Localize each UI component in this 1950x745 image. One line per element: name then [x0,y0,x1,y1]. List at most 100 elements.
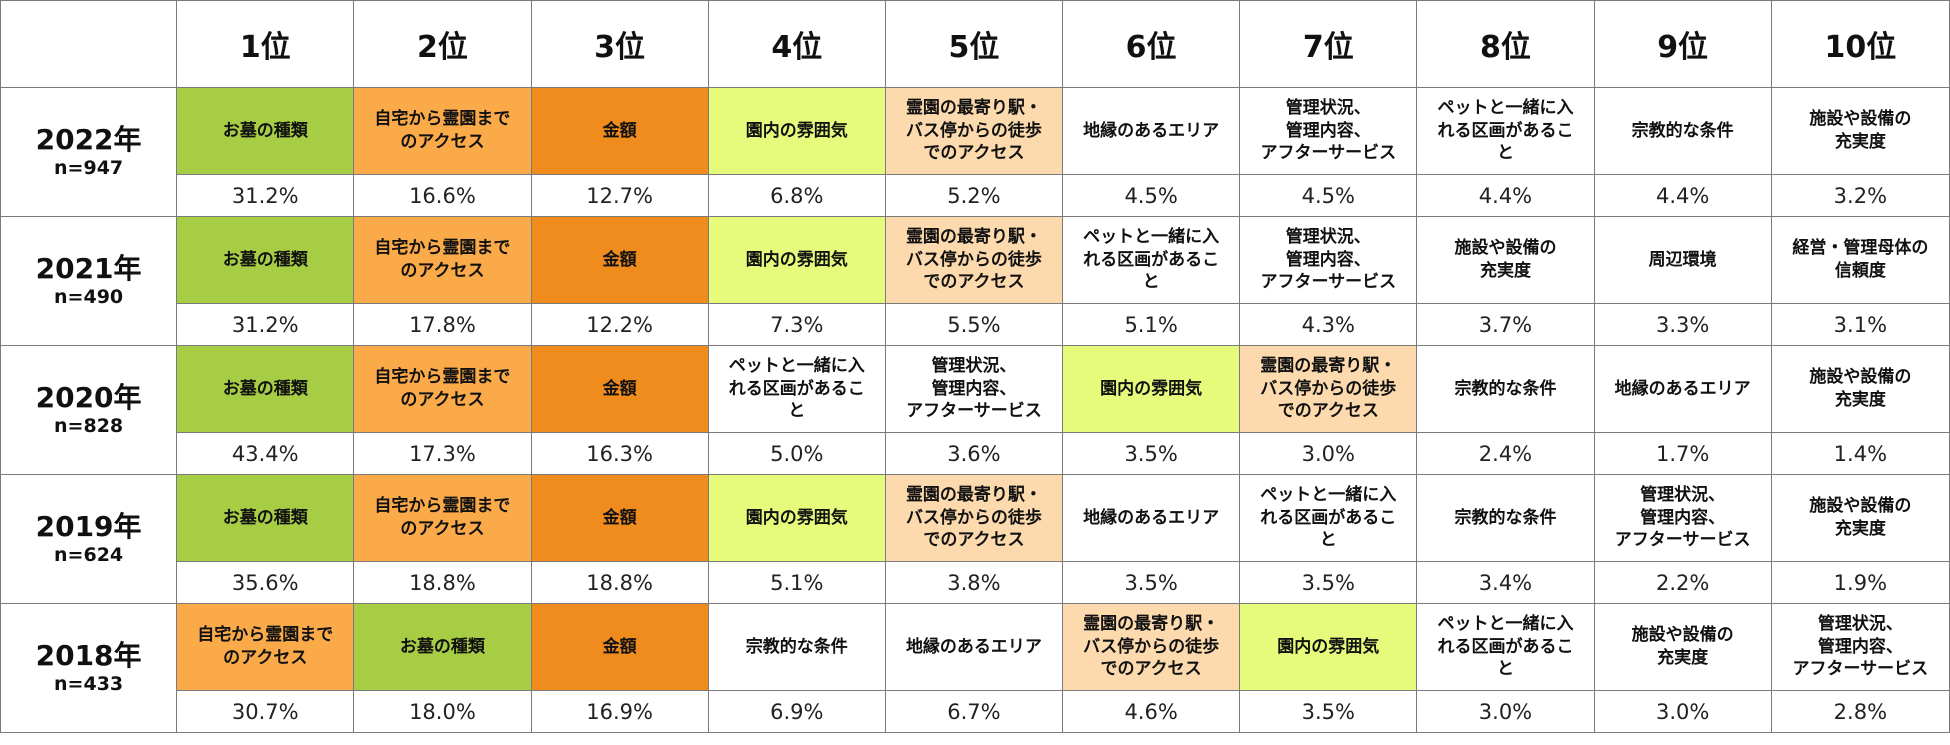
factor-cell: 管理状況、 管理内容、 アフターサービス [884,345,1064,433]
percent-row: 35.6% 18.8% 18.8% 5.1% 3.8% 3.5% 3.5% 3.4% 2.2% 1… [1,561,1950,604]
year-label: 2021年 [35,251,142,285]
factor-cell: 金額 [530,345,709,433]
percent-cell: 3.0% [1593,690,1772,733]
rank-header: 9位 [1593,0,1772,88]
factor-cell: お墓の種類 [353,603,532,691]
item-row: 2018年 n=433 自宅から霊園まで のアクセス お墓の種類 金額 宗教的な条件 地縁の… [0,603,1950,733]
factor-cell: 宗教的な条件 [1416,345,1595,433]
factor-cell: 地縁のあるエリア [1593,345,1772,433]
factor-cell: 金額 [530,216,709,304]
factor-cell: 自宅から霊園まで のアクセス [353,345,532,433]
percent-cell: 3.7% [1416,303,1595,346]
percent-cell: 5.5% [884,303,1064,346]
item-row: 2019年 n=624 お墓の種類 自宅から霊園まで のアクセス 金額 園内の雰囲気 霊園の… [0,474,1950,604]
sample-size: n=828 [54,415,124,438]
percent-row: 43.4% 17.3% 16.3% 5.0% 3.6% 3.5% 3.0% 2.4% 1.7% 1… [1,432,1950,475]
percent-cell: 4.4% [1416,174,1595,217]
percent-cell: 3.1% [1770,303,1950,346]
factor-cell: ペットと一緒に入 れる区画があるこ と [1062,216,1241,304]
percent-cell: 3.3% [1593,303,1772,346]
percent-cell: 4.5% [1062,174,1241,217]
factor-cell: 園内の雰囲気 [707,474,886,562]
percent-cell: 3.4% [1416,561,1595,604]
percent-cell: 3.5% [1239,690,1418,733]
percent-cell: 18.0% [353,690,532,733]
year-cell: 2020年 n=828 [0,345,178,475]
factor-cell: 宗教的な条件 [1593,87,1772,175]
factor-cell: お墓の種類 [176,216,355,304]
factor-cell: 自宅から霊園まで のアクセス [176,603,355,691]
percent-cell: 17.8% [353,303,532,346]
factor-cell: 園内の雰囲気 [707,87,886,175]
factor-cell: 宗教的な条件 [707,603,886,691]
year-cell: 2022年 n=947 [0,87,178,217]
factor-cell: 自宅から霊園まで のアクセス [353,87,532,175]
factor-cell: 管理状況、 管理内容、 アフターサービス [1593,474,1772,562]
factor-cell: 施設や設備の 充実度 [1593,603,1772,691]
rank-header: 1位 [176,0,355,88]
percent-cell: 31.2% [176,303,355,346]
sample-size: n=433 [54,673,124,696]
factor-cell: お墓の種類 [176,345,355,433]
table-body: 2022年 n=947 お墓の種類 自宅から霊園まで のアクセス 金額 園内の雰囲気 霊園の… [0,87,1950,733]
year-cell: 2019年 n=624 [0,474,178,604]
percent-cell: 18.8% [353,561,532,604]
percent-cell: 2.8% [1770,690,1950,733]
percent-cell: 1.7% [1593,432,1772,475]
rank-header: 7位 [1239,0,1418,88]
factor-cell: 金額 [530,603,709,691]
percent-cell: 16.6% [353,174,532,217]
factor-cell: 霊園の最寄り駅・ バス停からの徒歩 でのアクセス [1062,603,1241,691]
factor-cell: 霊園の最寄り駅・ バス停からの徒歩 でのアクセス [884,474,1064,562]
factor-cell: 地縁のあるエリア [1062,87,1241,175]
percent-cell: 43.4% [176,432,355,475]
factor-cell: お墓の種類 [176,474,355,562]
percent-cell: 6.7% [884,690,1064,733]
factor-cell: 霊園の最寄り駅・ バス停からの徒歩 でのアクセス [884,87,1064,175]
percent-cell: 6.9% [707,690,886,733]
factor-cell: 霊園の最寄り駅・ バス停からの徒歩 でのアクセス [1239,345,1418,433]
factor-cell: 霊園の最寄り駅・ バス停からの徒歩 でのアクセス [884,216,1064,304]
percent-cell: 2.2% [1593,561,1772,604]
rank-header-row: 1位 2位 3位 4位 5位 6位 7位 8位 9位 10位 [0,0,1950,88]
percent-cell: 18.8% [530,561,709,604]
factor-cell: 自宅から霊園まで のアクセス [353,216,532,304]
percent-cell: 3.6% [884,432,1064,475]
rank-header: 5位 [884,0,1064,88]
factor-cell: 宗教的な条件 [1416,474,1595,562]
percent-cell: 17.3% [353,432,532,475]
percent-row: 31.2% 16.6% 12.7% 6.8% 5.2% 4.5% 4.5% 4.4% 4.4% 3… [1,174,1950,217]
percent-cell: 4.4% [1593,174,1772,217]
rank-header: 4位 [707,0,886,88]
year-label: 2019年 [35,509,142,543]
corner-cell [0,0,178,88]
year-label: 2022年 [35,122,142,156]
factor-cell: 施設や設備の 充実度 [1416,216,1595,304]
factor-cell: 管理状況、 管理内容、 アフターサービス [1239,87,1418,175]
percent-cell: 16.3% [530,432,709,475]
percent-cell: 3.0% [1239,432,1418,475]
factor-cell: 自宅から霊園まで のアクセス [353,474,532,562]
item-row: 2021年 n=490 お墓の種類 自宅から霊園まで のアクセス 金額 園内の雰囲気 霊園の… [0,216,1950,346]
rank-header: 10位 [1770,0,1950,88]
sample-size: n=490 [54,286,124,309]
percent-cell: 3.5% [1239,561,1418,604]
percent-cell: 5.1% [707,561,886,604]
percent-cell: 4.3% [1239,303,1418,346]
percent-cell: 5.0% [707,432,886,475]
sample-size: n=947 [54,157,124,180]
percent-row: 31.2% 17.8% 12.2% 7.3% 5.5% 5.1% 4.3% 3.7% 3.3% 3… [1,303,1950,346]
item-row: 2020年 n=828 お墓の種類 自宅から霊園まで のアクセス 金額 ペットと一緒に入 … [0,345,1950,475]
factor-cell: お墓の種類 [176,87,355,175]
sample-size: n=624 [54,544,124,567]
year-cell: 2021年 n=490 [0,216,178,346]
factor-cell: 施設や設備の 充実度 [1770,474,1950,562]
percent-cell: 31.2% [176,174,355,217]
percent-cell: 12.2% [530,303,709,346]
percent-cell: 3.5% [1062,432,1241,475]
factor-cell: 管理状況、 管理内容、 アフターサービス [1770,603,1950,691]
percent-cell: 5.2% [884,174,1064,217]
factor-cell: 地縁のあるエリア [1062,474,1241,562]
percent-cell: 5.1% [1062,303,1241,346]
percent-cell: 3.2% [1770,174,1950,217]
